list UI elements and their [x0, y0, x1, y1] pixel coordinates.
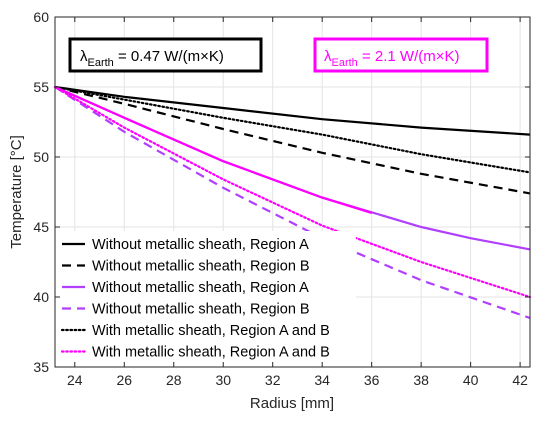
legend-label-3: Without metallic sheath, Region B — [92, 302, 310, 318]
legend-label-2: Without metallic sheath, Region A — [92, 280, 309, 296]
annotation-text-right: λEarth = 2.1 W/(m×K) — [324, 48, 460, 69]
y-axis-title: Temperature [°C] — [8, 135, 25, 249]
x-tick-label-7: 38 — [413, 372, 429, 388]
legend: Without metallic sheath, Region A Without… — [56, 231, 356, 366]
annotation-text-left: λEarth = 0.47 W/(m×K) — [80, 48, 224, 69]
legend-background — [56, 231, 356, 366]
legend-label-1: Without metallic sheath, Region B — [92, 259, 310, 275]
x-tick-label-1: 26 — [116, 372, 132, 388]
series-line-0 — [54, 85, 531, 136]
annotations: λEarth = 0.47 W/(m×K) λEarth = 2.1 W/(m×… — [68, 37, 489, 73]
y-tick-label-0: 35 — [33, 359, 49, 375]
y-tick-label-3: 50 — [33, 149, 49, 165]
series-line-3 — [54, 86, 531, 320]
series-line-5 — [53, 85, 532, 299]
legend-label-4: With metallic sheath, Region A and B — [92, 323, 330, 339]
plot-frame — [54, 16, 531, 368]
legend-label-0: Without metallic sheath, Region A — [92, 237, 309, 253]
y-tick-label-5: 60 — [33, 9, 49, 25]
y-tick-label-4: 55 — [33, 79, 49, 95]
series-line-overlay — [54, 85, 372, 215]
x-tick-label-0: 24 — [67, 372, 83, 388]
x-axis-title: Radius [mm] — [250, 395, 334, 412]
x-tick-label-9: 42 — [512, 372, 528, 388]
annotation-box-left — [68, 37, 263, 73]
legend-label-5: With metallic sheath, Region A and B — [92, 345, 330, 361]
x-tick-label-8: 40 — [463, 372, 479, 388]
series-line-1 — [54, 85, 531, 195]
x-tick-label-5: 34 — [314, 372, 330, 388]
ticks: 24 26 28 30 32 34 36 38 40 42 35 40 45 50 55 60 — [33, 9, 530, 388]
series-line-4 — [53, 85, 532, 174]
y-tick-label-1: 40 — [33, 289, 49, 305]
x-tick-label-2: 28 — [166, 372, 182, 388]
x-tick-label-6: 36 — [364, 372, 380, 388]
annotation-box-right — [313, 37, 489, 73]
y-tick-label-2: 45 — [33, 219, 49, 235]
x-tick-label-3: 30 — [215, 372, 231, 388]
x-tick-label-4: 32 — [265, 372, 281, 388]
series-layer — [53, 85, 532, 320]
